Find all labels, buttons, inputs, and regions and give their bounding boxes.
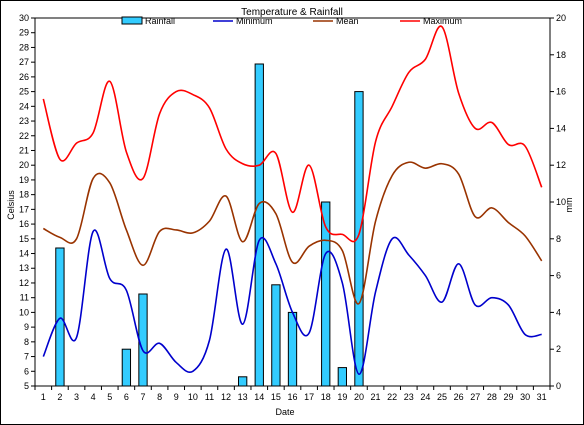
- x-tick-label: 9: [174, 392, 179, 402]
- y-right-tick-label: 16: [556, 87, 566, 97]
- y-left-tick-label: 15: [19, 234, 29, 244]
- x-tick-label: 5: [107, 392, 112, 402]
- y-left-tick-label: 27: [19, 57, 29, 67]
- x-tick-label: 26: [454, 392, 464, 402]
- x-axis-label: Date: [275, 407, 294, 417]
- y-left-tick-label: 18: [19, 190, 29, 200]
- y-left-tick-label: 23: [19, 116, 29, 126]
- y-left-tick-label: 5: [24, 381, 29, 391]
- y-left-tick-label: 29: [19, 28, 29, 38]
- rainfall-bar: [354, 91, 364, 387]
- x-tick-label: 20: [354, 392, 364, 402]
- rainfall-bar: [254, 63, 264, 387]
- rainfall-bar: [287, 311, 298, 387]
- rainfall-bar: [337, 367, 347, 387]
- x-tick-label: 12: [221, 392, 231, 402]
- x-tick-label: 28: [487, 392, 497, 402]
- rainfall-bars: [55, 63, 364, 387]
- x-tick-label: 23: [404, 392, 414, 402]
- y-left-tick-label: 20: [19, 160, 29, 170]
- x-tick-label: 29: [503, 392, 513, 402]
- x-tick-label: 22: [387, 392, 397, 402]
- legend-swatch-rainfall: [121, 16, 143, 25]
- y-left-tick-label: 8: [24, 337, 29, 347]
- x-tick-label: 4: [91, 392, 96, 402]
- rainfall-bar: [271, 284, 281, 387]
- y-right-tick-label: 4: [556, 307, 561, 317]
- rainfall-bar: [138, 293, 148, 387]
- legend-label-mean: Mean: [336, 16, 359, 26]
- x-tick-label: 27: [470, 392, 480, 402]
- x-tick-label: 31: [537, 392, 547, 402]
- rainfall-bar: [55, 247, 65, 387]
- temperature-lines: [42, 25, 543, 376]
- y-right-tick-label: 2: [556, 344, 561, 354]
- y-left-tick-label: 26: [19, 72, 29, 82]
- y-right-tick-label: 12: [556, 160, 566, 170]
- y-left-tick-label: 12: [19, 278, 29, 288]
- y-left-tick-label: 17: [19, 204, 29, 214]
- y-axis-label-right: mm: [564, 198, 574, 213]
- series-line-mean: [42, 161, 543, 305]
- y-left-tick-label: 13: [19, 263, 29, 273]
- y-left-tick-label: 21: [19, 145, 29, 155]
- y-left-tick-label: 30: [19, 13, 29, 23]
- x-tick-label: 11: [205, 392, 214, 402]
- x-tick-label: 15: [271, 392, 281, 402]
- x-tick-label: 13: [238, 392, 248, 402]
- y-left-tick-label: 11: [20, 293, 29, 303]
- x-tick-label: 25: [437, 392, 447, 402]
- y-left-tick-label: 14: [19, 249, 29, 259]
- x-tick-label: 7: [140, 392, 145, 402]
- x-tick-label: 17: [304, 392, 314, 402]
- y-left-tick-label: 10: [19, 307, 29, 317]
- x-tick-label: 30: [520, 392, 530, 402]
- x-tick-label: 19: [337, 392, 347, 402]
- series-line-maximum: [42, 25, 543, 243]
- chart-title: Temperature & Rainfall: [241, 7, 343, 18]
- legend-label-maximum: Maximum: [423, 16, 462, 26]
- y-left-tick-label: 24: [19, 101, 29, 111]
- x-tick-label: 6: [124, 392, 129, 402]
- x-tick-label: 1: [41, 392, 46, 402]
- x-tick-label: 10: [188, 392, 198, 402]
- y-left-tick-label: 6: [24, 366, 29, 376]
- y-left-tick-label: 9: [24, 322, 29, 332]
- x-tick-label: 18: [321, 392, 331, 402]
- x-tick-label: 14: [254, 392, 264, 402]
- y-left-tick-label: 16: [19, 219, 29, 229]
- x-tick-label: 16: [287, 392, 297, 402]
- x-tick-label: 3: [74, 392, 79, 402]
- y-right-tick-label: 18: [556, 50, 566, 60]
- y-right-tick-label: 20: [556, 13, 566, 23]
- y-left-tick-label: 22: [19, 131, 29, 141]
- legend-label-minimum: Minimum: [236, 16, 273, 26]
- y-left-tick-label: 7: [24, 352, 29, 362]
- y-left-tick-label: 19: [19, 175, 29, 185]
- y-left-tick-label: 25: [19, 87, 29, 97]
- y-right-tick-label: 6: [556, 271, 561, 281]
- x-tick-label: 24: [420, 392, 430, 402]
- rainfall-bar: [238, 376, 248, 387]
- y-axis-label-left: Celsius: [6, 190, 16, 220]
- y-right-tick-label: 10: [556, 197, 566, 207]
- legend-label-rainfall: Rainfall: [145, 16, 175, 26]
- y-right-tick-label: 0: [556, 381, 561, 391]
- legend: Rainfall Minimum Mean Maximum: [121, 16, 462, 26]
- x-tick-label: 21: [371, 392, 381, 402]
- x-tick-label: 8: [157, 392, 162, 402]
- y-right-tick-label: 8: [556, 234, 561, 244]
- axis-ticks: 5678910111213141516171819202122232425262…: [19, 13, 566, 402]
- series-line-minimum: [42, 229, 542, 376]
- y-left-tick-label: 28: [19, 42, 29, 52]
- rainfall-bar: [321, 201, 331, 387]
- rainfall-bar: [121, 348, 132, 387]
- x-tick-label: 2: [57, 392, 62, 402]
- y-right-tick-label: 14: [556, 123, 566, 133]
